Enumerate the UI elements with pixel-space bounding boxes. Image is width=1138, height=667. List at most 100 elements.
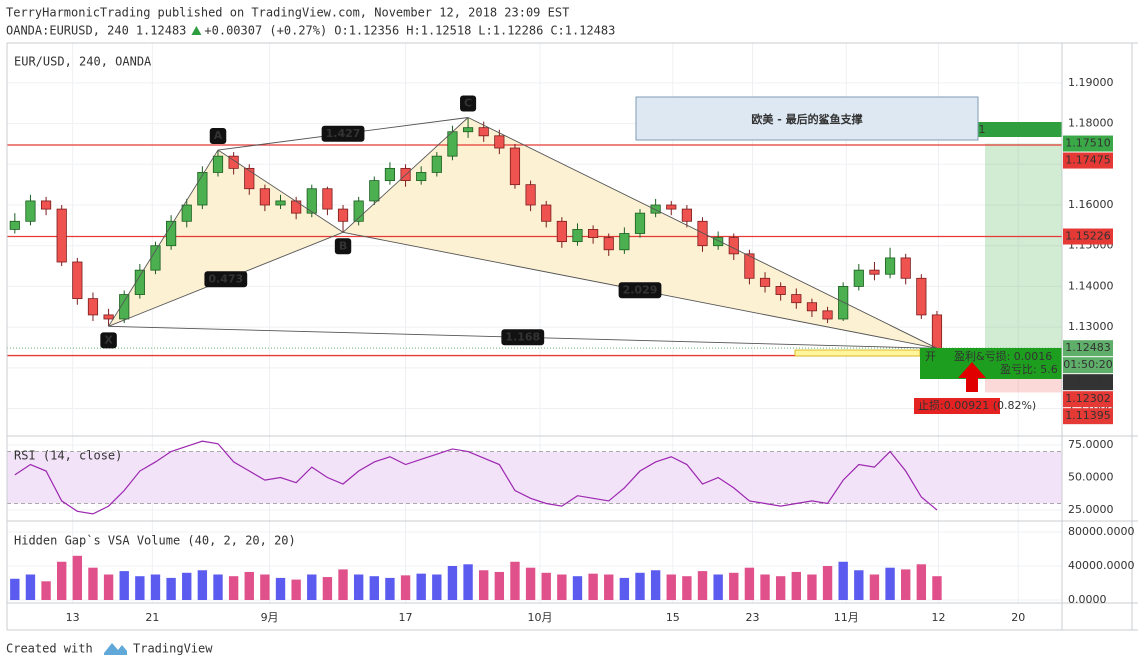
- price-label-box: [1063, 374, 1113, 391]
- red-arrow: [958, 362, 986, 392]
- pattern-point-label-text: B: [339, 239, 347, 252]
- footer-created: Created with: [6, 642, 93, 656]
- candle-body: [603, 237, 614, 251]
- header-text: O:: [334, 24, 348, 38]
- candle-body: [900, 257, 911, 279]
- price-tick-label: 1.13000: [1068, 320, 1114, 333]
- ratio-label-box: [618, 282, 662, 299]
- stop-label: 止损:0.00921 (0.82%): [918, 398, 1036, 412]
- volume-bar: [479, 570, 489, 600]
- candle-body: [103, 314, 114, 320]
- candle-body: [369, 180, 380, 202]
- price-label-box: [1063, 135, 1113, 152]
- price-tick-label: 1.14000: [1068, 279, 1114, 292]
- candle-body: [713, 237, 724, 247]
- x-tick-label: 9月: [261, 611, 279, 624]
- rsi-line: [14, 440, 938, 515]
- price-label: 1.12483: [1065, 341, 1111, 354]
- ratio-label-box: [321, 125, 365, 142]
- candle-body: [322, 188, 333, 210]
- pattern-point-label-text: A: [214, 129, 223, 142]
- candle-body: [697, 220, 708, 247]
- open-label: 开: [925, 350, 936, 363]
- volume-bar: [541, 572, 551, 600]
- candle-body: [619, 233, 630, 251]
- candle-body: [541, 204, 552, 222]
- volume-bar: [228, 576, 239, 600]
- volume-bar: [103, 574, 114, 600]
- candle-body: [931, 314, 943, 349]
- rsi-band: [7, 451, 1062, 504]
- candle-body: [869, 269, 880, 275]
- volume-bar: [400, 575, 411, 600]
- volume-bar: [385, 577, 395, 600]
- volume-bar: [432, 574, 442, 600]
- chart-annotation-title: 欧美 - 最后的鲨鱼支撑: [751, 112, 862, 126]
- volume-bar: [916, 564, 927, 600]
- price-label: 1.17475: [1065, 154, 1111, 167]
- up-triangle: [191, 26, 202, 35]
- volume-bar: [260, 574, 270, 600]
- tradingview-logo: [104, 643, 127, 655]
- ratio-label-box: [501, 329, 545, 346]
- candle-body: [87, 298, 99, 316]
- volume-bar: [525, 567, 536, 600]
- volume-bar: [697, 571, 708, 600]
- candle-body: [775, 286, 786, 295]
- volume-bar: [572, 576, 583, 600]
- candle-body: [212, 155, 224, 173]
- pattern-point-label: X: [100, 332, 117, 349]
- volume-bar: [416, 573, 426, 600]
- volume-bar: [463, 564, 473, 600]
- volume-bar: [854, 570, 864, 600]
- price-label-box: [1063, 391, 1113, 408]
- price-label: 1.12302: [1065, 392, 1111, 405]
- header-text: TerryHarmonicTrading: [6, 6, 151, 20]
- volume-bar: [775, 576, 786, 600]
- volume-bar: [197, 570, 208, 600]
- candle-body: [134, 269, 145, 295]
- volume-bar: [807, 574, 817, 600]
- candle-body: [259, 188, 270, 206]
- pattern-leg: [467, 117, 938, 349]
- volume-bar: [338, 569, 348, 600]
- volume-tick-label: 80000.0000: [1068, 525, 1134, 538]
- volume-bar: [838, 561, 848, 600]
- candle-body: [666, 204, 677, 210]
- ratio-label-text: 0.473: [208, 272, 243, 285]
- volume-bar: [135, 576, 145, 600]
- ratio-label-text: 1.168: [505, 330, 540, 343]
- price-label-box: [1063, 340, 1113, 357]
- candle-body: [759, 277, 771, 287]
- candle-body: [791, 294, 802, 304]
- volume-bar: [744, 567, 755, 600]
- target-zone: [985, 143, 1062, 355]
- rsi-tick-label: 50.0000: [1068, 471, 1114, 484]
- volume-bar: [901, 569, 911, 600]
- volume-bar: [557, 574, 567, 600]
- header-text: 1.12356: [349, 24, 400, 38]
- x-tick-label: 12: [932, 611, 946, 624]
- candle-body: [119, 294, 130, 320]
- volume-bar: [932, 576, 942, 600]
- title-box: [635, 96, 979, 141]
- volume-bar: [182, 572, 192, 600]
- volume-bar: [447, 565, 458, 600]
- pattern-point-label-text: C: [464, 96, 472, 109]
- volume-bar: [822, 565, 833, 600]
- x-tick-label: 21: [145, 611, 159, 624]
- candle-body: [916, 277, 927, 316]
- header-text: 1.12483: [565, 24, 616, 38]
- price-label: 1.11395: [1065, 409, 1111, 422]
- footer-brand: TradingView: [133, 642, 213, 656]
- ratio-label: 2.029: [618, 282, 662, 299]
- candle-body: [228, 155, 239, 169]
- volume-bar: [650, 570, 661, 600]
- rsi-pane-title: RSI (14, close): [14, 449, 122, 463]
- header-text: +0.00307 (+0.27%): [204, 24, 327, 38]
- price-label: 1.12316: [1065, 375, 1111, 388]
- candle-body: [681, 208, 692, 222]
- candle-body: [181, 204, 192, 222]
- x-tick-label: 20: [1011, 611, 1025, 624]
- volume-bar: [119, 571, 129, 600]
